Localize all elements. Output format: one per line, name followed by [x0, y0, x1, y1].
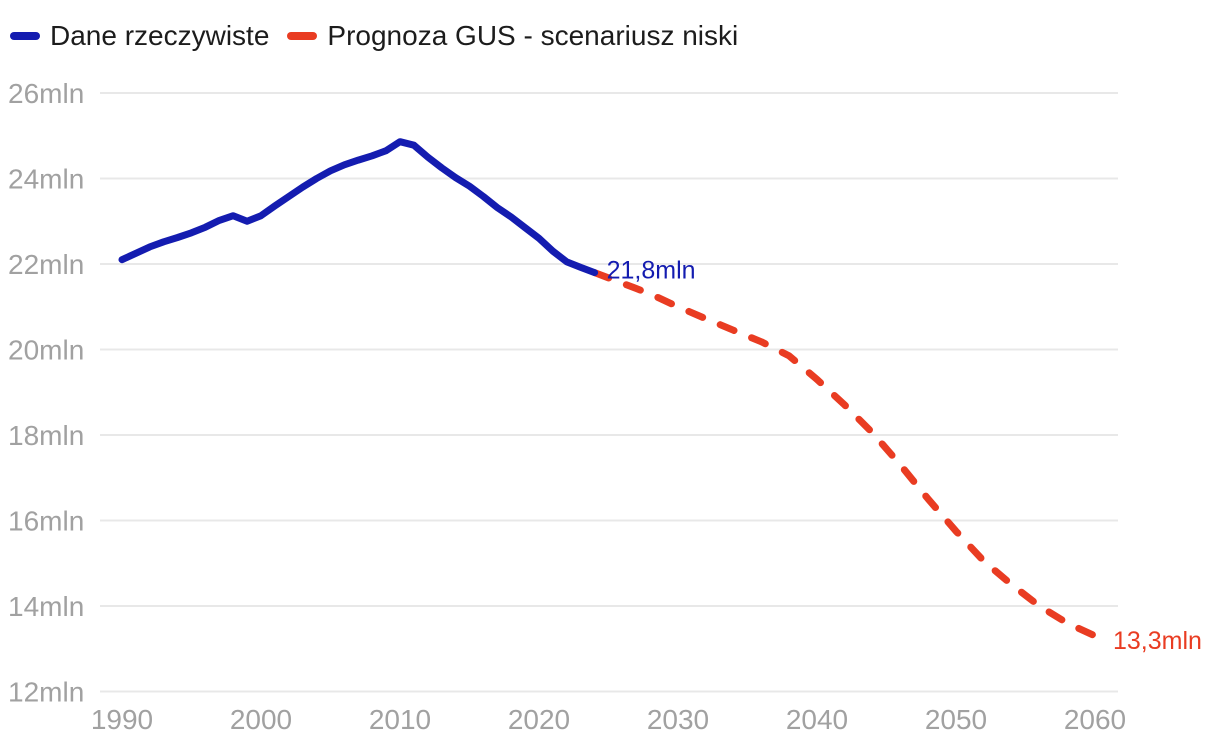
actual-line-swatch — [10, 32, 40, 40]
x-tick-label: 2060 — [1064, 704, 1126, 735]
x-tick-label: 2050 — [925, 704, 987, 735]
legend-label-actual: Dane rzeczywiste — [50, 20, 270, 51]
y-tick-label: 20mln — [8, 335, 84, 366]
x-tick-label: 2030 — [647, 704, 709, 735]
y-tick-label: 12mln — [8, 677, 84, 708]
legend-item-actual: Dane rzeczywiste — [10, 20, 269, 52]
y-tick-label: 24mln — [8, 164, 84, 195]
x-tick-label: 1990 — [91, 704, 153, 735]
y-tick-label: 14mln — [8, 591, 84, 622]
y-tick-label: 22mln — [8, 249, 84, 280]
y-tick-label: 16mln — [8, 506, 84, 537]
forecast-line — [591, 269, 1099, 640]
y-tick-label: 26mln — [8, 78, 84, 109]
x-tick-label: 2020 — [508, 704, 570, 735]
x-tick-label: 2000 — [230, 704, 292, 735]
forecast-line-swatch — [287, 32, 318, 40]
actual-end-label: 21,8mln — [607, 257, 696, 285]
y-tick-label: 18mln — [8, 420, 84, 451]
x-tick-label: 2040 — [786, 704, 848, 735]
legend: Dane rzeczywiste Prognoza GUS - scenariu… — [10, 20, 738, 52]
x-tick-label: 2010 — [369, 704, 431, 735]
legend-item-forecast: Prognoza GUS - scenariusz niski — [287, 20, 738, 52]
actual-line — [118, 138, 599, 277]
forecast-end-label: 13,3mln — [1113, 627, 1202, 655]
legend-label-forecast: Prognoza GUS - scenariusz niski — [327, 20, 739, 51]
